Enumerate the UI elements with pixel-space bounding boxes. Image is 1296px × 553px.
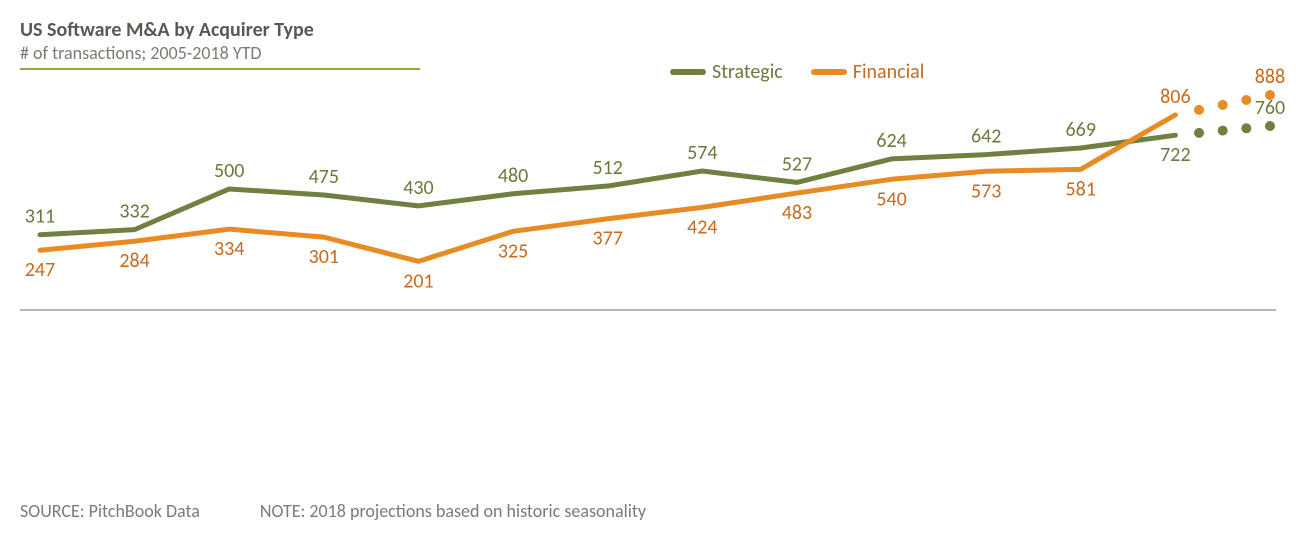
- data-label-strategic: 624: [876, 129, 906, 153]
- series-projection-dot-financial: [1218, 100, 1228, 110]
- data-label-financial: 284: [119, 249, 149, 273]
- data-label-strategic: 500: [214, 159, 244, 183]
- data-label-financial: 201: [403, 269, 433, 293]
- chart-footer: SOURCE: PitchBook Data NOTE: 2018 projec…: [20, 500, 646, 522]
- data-label-financial: 483: [782, 201, 812, 225]
- series-projection-dot-financial: [1265, 90, 1275, 100]
- data-label-strategic: 527: [782, 152, 812, 176]
- series-projection-dot-strategic: [1265, 121, 1275, 131]
- data-label-strategic: 332: [119, 200, 149, 224]
- data-label-strategic: 574: [687, 141, 717, 165]
- data-label-strategic: 512: [592, 156, 622, 180]
- data-label-financial: 377: [592, 227, 622, 251]
- data-label-strategic: 475: [309, 165, 339, 189]
- data-label-financial: 888: [1255, 65, 1285, 89]
- line-chart: 3113325004754304805125745276246426697227…: [0, 0, 1296, 553]
- data-label-strategic: 642: [971, 125, 1001, 149]
- footer-source: SOURCE: PitchBook Data: [20, 500, 200, 522]
- data-label-strategic: 480: [498, 164, 528, 188]
- data-label-financial: 806: [1160, 85, 1190, 109]
- data-label-financial: 325: [498, 239, 528, 263]
- series-projection-dot-strategic: [1241, 123, 1251, 133]
- data-label-strategic: 722: [1160, 143, 1190, 167]
- data-label-financial: 301: [309, 245, 339, 269]
- series-projection-dot-financial: [1241, 95, 1251, 105]
- data-label-financial: 573: [971, 179, 1001, 203]
- data-label-strategic: 430: [403, 176, 433, 200]
- data-label-financial: 424: [687, 215, 717, 239]
- data-label-strategic: 311: [25, 205, 55, 229]
- series-projection-dot-financial: [1194, 105, 1204, 115]
- series-projection-dot-strategic: [1218, 126, 1228, 136]
- data-label-financial: 581: [1066, 177, 1096, 201]
- footer-note: NOTE: 2018 projections based on historic…: [260, 500, 646, 522]
- series-projection-dot-strategic: [1194, 128, 1204, 138]
- data-label-financial: 247: [25, 258, 55, 282]
- data-label-strategic: 669: [1066, 118, 1096, 142]
- data-label-financial: 540: [876, 187, 906, 211]
- data-label-financial: 334: [214, 237, 244, 261]
